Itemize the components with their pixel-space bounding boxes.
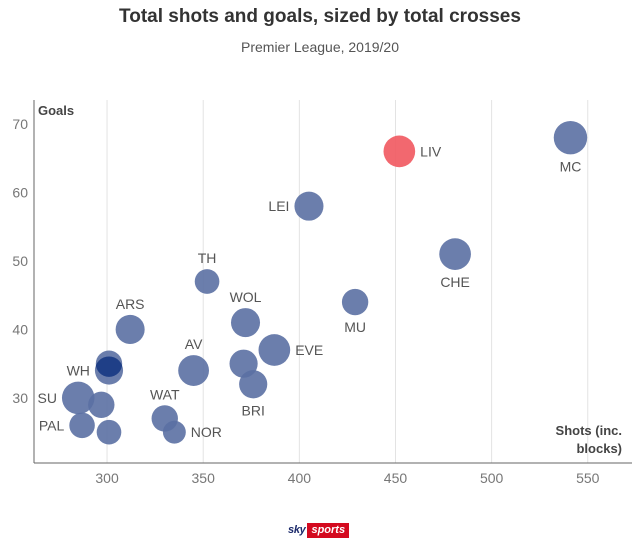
- x-tick-label: 500: [480, 470, 504, 486]
- data-point-liv: [383, 135, 416, 168]
- x-tick-labels: 300 350 400 450 500 550: [95, 470, 599, 486]
- point-label-ars: ARS: [116, 296, 145, 312]
- point-label-lei: LEI: [268, 198, 289, 214]
- y-axis-label: Goals: [38, 103, 74, 118]
- grid: [106, 100, 589, 463]
- point-label-av: AV: [185, 336, 203, 352]
- point-label-che: CHE: [440, 274, 470, 290]
- data-point-mc: [553, 120, 588, 155]
- point-label-eve: EVE: [295, 342, 323, 358]
- logo-sports: sports: [307, 523, 350, 538]
- point-label-wh: WH: [67, 363, 90, 379]
- x-axis-label: Shots (inc. blocks): [556, 423, 622, 456]
- data-point-nor: [162, 420, 186, 444]
- data-point-ars: [115, 314, 145, 344]
- point-label-mu: MU: [344, 319, 366, 335]
- x-tick-label: 350: [192, 470, 216, 486]
- data-point-eve: [258, 334, 291, 366]
- x-tick-label: 300: [95, 470, 119, 486]
- logo-sky: sky: [286, 523, 308, 538]
- data-point-av: [178, 355, 209, 386]
- data-point: [88, 391, 115, 418]
- data-point-th: [194, 269, 220, 294]
- data-point-wol: [230, 308, 261, 338]
- data-point-su: [61, 381, 95, 415]
- point-label-pal: PAL: [39, 417, 65, 433]
- axes: [33, 100, 632, 464]
- x-tick-label: 400: [288, 470, 312, 486]
- chart-subtitle: Premier League, 2019/20: [241, 39, 399, 55]
- data-point-mu: [341, 288, 369, 316]
- point-labels: MC LIV LEI CHE TH MU WOL ARS EVE AV BRI WH SU PAL WAT N…: [37, 143, 581, 440]
- point-label-wat: WAT: [150, 386, 180, 402]
- point-label-liv: LIV: [420, 143, 442, 159]
- y-tick-label: 70: [12, 116, 28, 132]
- x-tick-label: 550: [576, 470, 600, 486]
- chart-title: Total shots and goals, sized by total cr…: [119, 6, 521, 27]
- data-points: [61, 120, 588, 445]
- data-point-bri: [239, 370, 268, 399]
- y-tick-label: 50: [12, 253, 28, 269]
- data-point-pal: [69, 412, 95, 439]
- y-tick-label: 60: [12, 184, 28, 200]
- point-label-wol: WOL: [230, 289, 262, 305]
- x-tick-label: 450: [384, 470, 408, 486]
- data-point-lei: [294, 191, 324, 221]
- point-label-th: TH: [198, 250, 217, 266]
- point-label-su: SU: [37, 390, 56, 406]
- sky-sports-logo: sky sports: [286, 523, 350, 538]
- y-tick-label: 40: [12, 321, 28, 337]
- point-label-bri: BRI: [242, 402, 265, 418]
- point-label-mc: MC: [560, 158, 582, 174]
- y-tick-labels: 30 40 50 60 70: [12, 116, 28, 406]
- y-tick-label: 30: [12, 390, 28, 406]
- data-point-che: [439, 238, 471, 270]
- point-label-nor: NOR: [191, 424, 222, 440]
- data-point: [96, 419, 122, 445]
